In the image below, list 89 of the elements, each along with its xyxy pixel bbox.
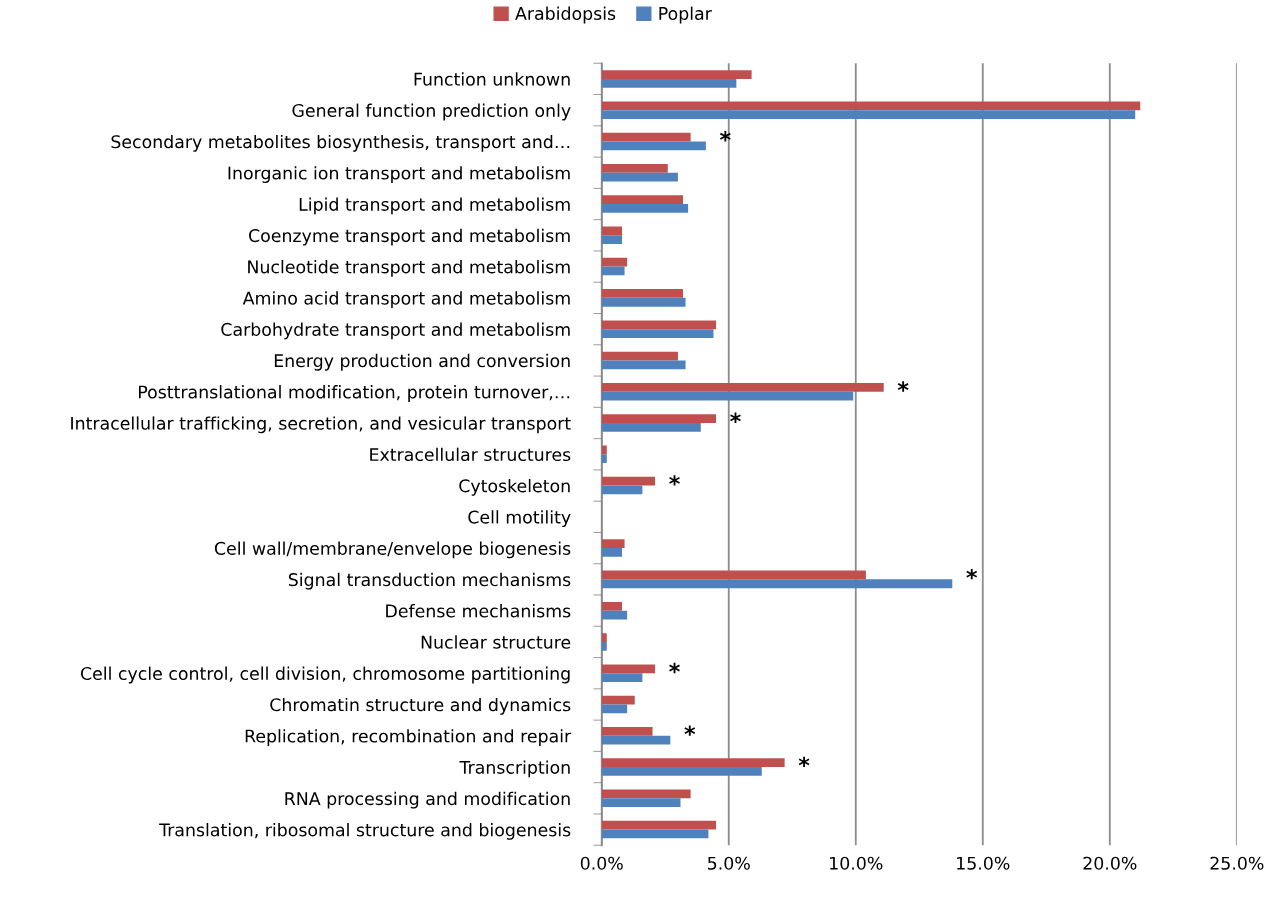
x-tick-label: 25.0% (1210, 856, 1264, 870)
bar (601, 320, 717, 330)
bar (601, 195, 684, 205)
bar (601, 78, 737, 88)
y-tick-label: Extracellular structures (370, 447, 571, 462)
y-tick-label: Cell wall/membrane/envelope biogenesis (214, 541, 571, 559)
x-tick-label: 10.0% (830, 856, 883, 870)
bar (601, 829, 709, 839)
y-tick-label: Cytoskeleton (459, 478, 570, 496)
bar (601, 798, 681, 808)
y-tick-label: Signal transduction mechanisms (288, 572, 571, 590)
bar (601, 476, 656, 486)
y-tick-label: Coenzyme transport and metabolism (249, 228, 570, 246)
y-tick-label: Translation, ribosomal structure and biogenesis (159, 823, 571, 840)
bar (601, 266, 625, 276)
bar (601, 204, 689, 213)
bar (601, 289, 684, 298)
bar (601, 132, 691, 142)
bar (601, 758, 785, 768)
bar (601, 101, 1141, 111)
bar (601, 727, 653, 736)
y-tick-label: Intracellular trafficking, secretion, and vesicular transport (71, 416, 571, 434)
bar (601, 445, 607, 455)
annotation: * (897, 381, 909, 392)
y-tick-label: General function prediction only (292, 103, 571, 121)
bar (601, 570, 866, 580)
x-tick-label: 15.0% (957, 856, 1010, 870)
bar (601, 235, 623, 245)
bar (601, 110, 1136, 119)
legend-label: Poplar (659, 6, 712, 24)
y-tick-label: Defense mechanisms (386, 604, 571, 618)
bar (601, 391, 854, 401)
bar (601, 226, 623, 236)
bar (601, 579, 953, 589)
bar (601, 735, 671, 745)
bar (601, 610, 628, 620)
bar (601, 164, 668, 173)
bar (601, 767, 762, 776)
bar (601, 641, 607, 651)
bar (601, 351, 678, 361)
bar (601, 673, 643, 682)
annotation: * (669, 662, 680, 674)
y-tick-label: Chromatin structure and dynamics (270, 697, 571, 715)
annotation: * (966, 569, 978, 580)
y-tick-label: Inorganic ion transport and metabolism (228, 166, 570, 183)
bar (601, 704, 628, 714)
bar (601, 360, 686, 370)
bar (601, 414, 717, 423)
bar (601, 257, 628, 267)
bar (601, 172, 678, 182)
bar (601, 141, 706, 151)
y-tick-label: Secondary metabolites biosynthesis, transport and… (111, 134, 570, 152)
bar (601, 548, 623, 557)
bar (601, 695, 635, 705)
annotation: * (730, 412, 741, 423)
bar (601, 664, 656, 674)
y-tick-label: Cell cycle control, cell division, chromosome partitioning (80, 666, 570, 684)
y-tick-label: Energy production and conversion (274, 353, 570, 371)
bar (601, 422, 701, 432)
bar (601, 70, 752, 79)
bar (601, 382, 884, 392)
bar (601, 633, 607, 642)
x-tick-label: 20.0% (1083, 856, 1137, 870)
bar (601, 789, 691, 799)
bar (601, 539, 625, 549)
legend-label: Arabidopsis (515, 6, 616, 24)
x-tick-label: 5.0% (708, 856, 750, 870)
bar (601, 329, 714, 338)
annotation: * (669, 475, 680, 486)
y-tick-label: Cell motility (468, 510, 571, 528)
y-tick-label: Nucleotide transport and metabolism (248, 259, 570, 277)
x-tick-label: 0.0% (580, 856, 623, 870)
y-tick-label: Amino acid transport and metabolism (242, 291, 570, 309)
annotation: * (684, 725, 696, 736)
y-tick-label: RNA processing and modification (285, 791, 570, 809)
y-tick-label: Carbohydrate transport and metabolism (221, 322, 570, 340)
y-tick-label: Posttranslational modification, protein turnover,… (138, 385, 570, 402)
y-tick-label: Replication, recombination and repair (245, 729, 572, 746)
annotation: * (719, 131, 731, 142)
annotation: * (798, 756, 810, 767)
bar (601, 601, 623, 611)
bar (601, 297, 686, 307)
bar (601, 454, 607, 464)
y-tick-label: Nuclear structure (421, 635, 571, 649)
y-tick-label: Transcription (459, 760, 570, 778)
y-tick-label: Lipid transport and metabolism (299, 197, 570, 215)
bar (601, 820, 717, 830)
y-tick-label: Function unknown (414, 72, 570, 86)
bar (601, 485, 643, 495)
